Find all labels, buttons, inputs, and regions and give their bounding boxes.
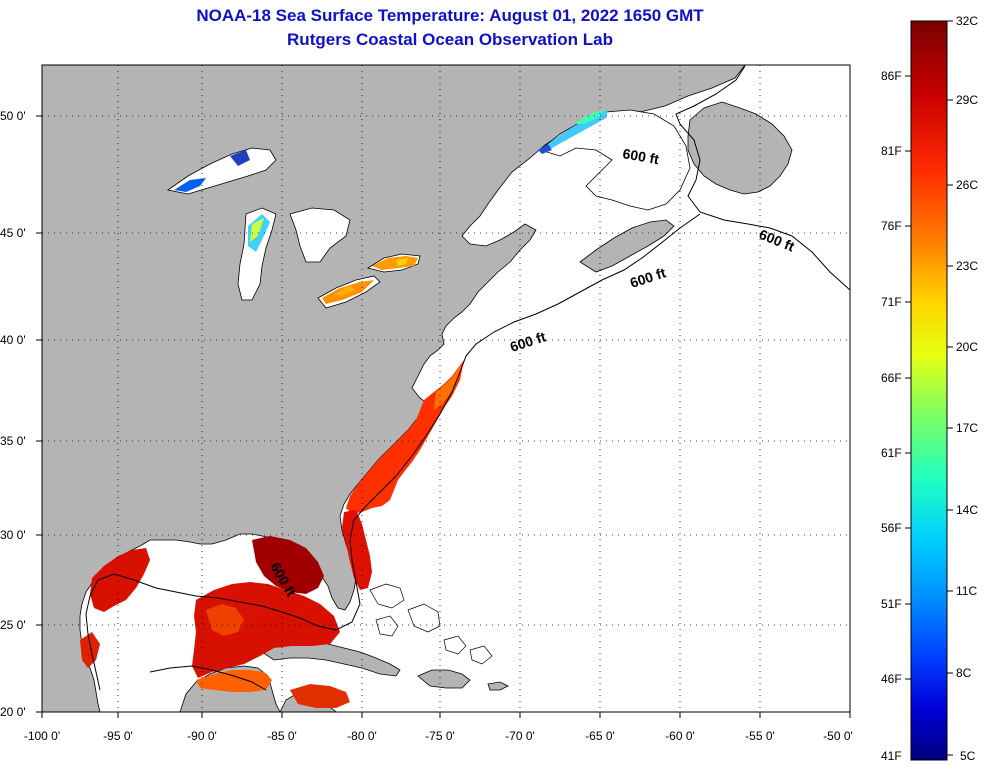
lat-label-45: 45 0' xyxy=(0,226,26,240)
lat-label-50: 50 0' xyxy=(0,109,26,123)
nova-scotia-land xyxy=(579,219,675,273)
lon-label-85: -85 0' xyxy=(267,729,297,743)
isobath-600ft xyxy=(85,65,850,691)
puerto-rico-land xyxy=(487,681,509,691)
st-lawrence-sst-blue xyxy=(538,144,552,154)
colorbar-c-label: 8C xyxy=(956,666,972,680)
lon-label-90: -90 0' xyxy=(187,729,217,743)
lake-michigan xyxy=(237,207,277,301)
lon-label-95: -95 0' xyxy=(103,729,133,743)
caribbean-sst xyxy=(290,684,350,708)
colorbar-c-label: 5C xyxy=(960,749,976,763)
lake-sst-data xyxy=(174,150,418,304)
gulf-st-lawrence xyxy=(539,109,691,211)
gulf-sst-dark xyxy=(252,536,324,594)
colorbar-f-label: 46F xyxy=(881,672,902,686)
colorbar-f-label: 61F xyxy=(881,446,902,460)
map-frame xyxy=(41,64,851,713)
map-subtitle: Rutgers Coastal Ocean Observation Lab xyxy=(287,30,613,49)
lon-label-50: -50 0' xyxy=(823,729,853,743)
colorbar-c-label: 14C xyxy=(956,503,978,517)
colorbar-f-label: 71F xyxy=(881,295,902,309)
lat-label-40: 40 0' xyxy=(0,333,26,347)
lat-label-35: 35 0' xyxy=(0,434,26,448)
st-lawrence-sst-green xyxy=(574,110,604,124)
map-title: NOAA-18 Sea Surface Temperature: August … xyxy=(196,6,704,25)
lat-label-20: 20 0' xyxy=(0,705,26,719)
gulf-sst-mid xyxy=(206,604,244,636)
colorbar-c-label: 29C xyxy=(956,93,978,107)
axis-ticks xyxy=(36,115,851,718)
colorbar-c-label: 32C xyxy=(956,14,978,28)
lat-label-25: 25 0' xyxy=(0,618,26,632)
colorbar-f-label: 66F xyxy=(881,371,902,385)
lon-label-100: -100 0' xyxy=(24,729,60,743)
colorbar-f-label: 86F xyxy=(881,69,902,83)
gulf-sst-southwest xyxy=(80,632,100,668)
colorbar-f-label: 41F xyxy=(881,749,902,763)
florida-east-sst xyxy=(342,510,372,590)
colorbar-f-label: 56F xyxy=(881,521,902,535)
atlantic-coast-sst-orange xyxy=(434,364,462,410)
colorbar-c-label: 23C xyxy=(956,259,978,273)
colorbar-c-label: 11C xyxy=(956,584,977,598)
yucatan-channel-sst xyxy=(196,670,272,692)
colorbar-c-label: 26C xyxy=(956,178,978,192)
colorbar-c-label: 17C xyxy=(956,421,978,435)
colorbar-c-label: 20C xyxy=(956,340,978,354)
gulf-sst-west xyxy=(90,548,150,612)
atlantic-coast-sst xyxy=(346,360,464,514)
lon-label-80: -80 0' xyxy=(347,729,377,743)
isobath-label: 600 ft xyxy=(621,145,660,167)
lake-huron xyxy=(289,207,351,263)
colorbar xyxy=(910,20,948,761)
lon-label-65: -65 0' xyxy=(585,729,615,743)
bahamas-islands xyxy=(369,583,493,665)
lon-label-60: -60 0' xyxy=(665,729,695,743)
hispaniola-land xyxy=(417,669,471,689)
colorbar-f-label: 81F xyxy=(881,144,902,158)
lat-label-30: 30 0' xyxy=(0,528,26,542)
colorbar-f-label: 51F xyxy=(881,597,902,611)
lon-label-70: -70 0' xyxy=(505,729,535,743)
colorbar-ticks xyxy=(905,20,953,756)
lon-label-75: -75 0' xyxy=(425,729,455,743)
lon-label-55: -55 0' xyxy=(745,729,775,743)
colorbar-f-label: 76F xyxy=(881,219,902,233)
newfoundland-land xyxy=(687,101,793,195)
